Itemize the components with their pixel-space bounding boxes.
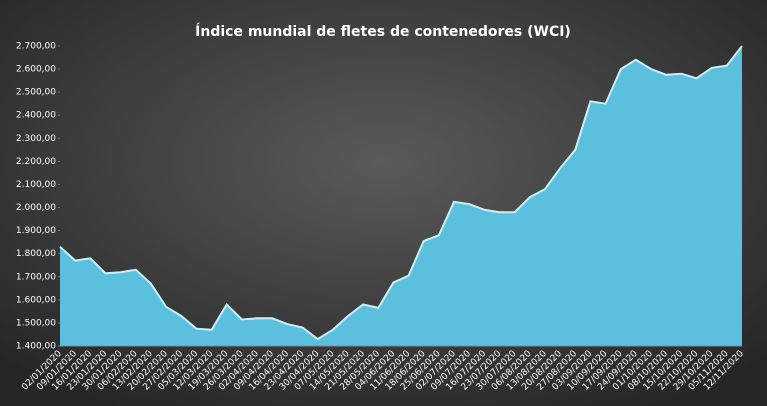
- y-tick-label: 2.700,00: [16, 42, 56, 52]
- y-tick-label: 1.400,00: [16, 342, 56, 352]
- area: [60, 46, 742, 346]
- y-tick-label: 2.200,00: [16, 157, 56, 167]
- area-edge: [59, 45, 743, 341]
- y-tick-label: 2.600,00: [16, 65, 56, 75]
- y-tick-label: 2.100,00: [16, 180, 56, 190]
- y-tick-label: 2.300,00: [16, 134, 56, 144]
- y-tick-label: 1.700,00: [16, 272, 56, 282]
- y-tick-label: 1.900,00: [16, 226, 56, 236]
- y-tick-label: 1.800,00: [16, 249, 56, 259]
- chart-title: Índice mundial de fletes de contenedores…: [195, 23, 571, 40]
- y-tick-label: 1.600,00: [16, 295, 56, 305]
- y-tick-label: 1.500,00: [16, 318, 56, 328]
- y-tick-label: 2.400,00: [16, 111, 56, 121]
- y-tick-label: 2.500,00: [16, 88, 56, 98]
- y-tick-label: 2.000,00: [16, 203, 56, 213]
